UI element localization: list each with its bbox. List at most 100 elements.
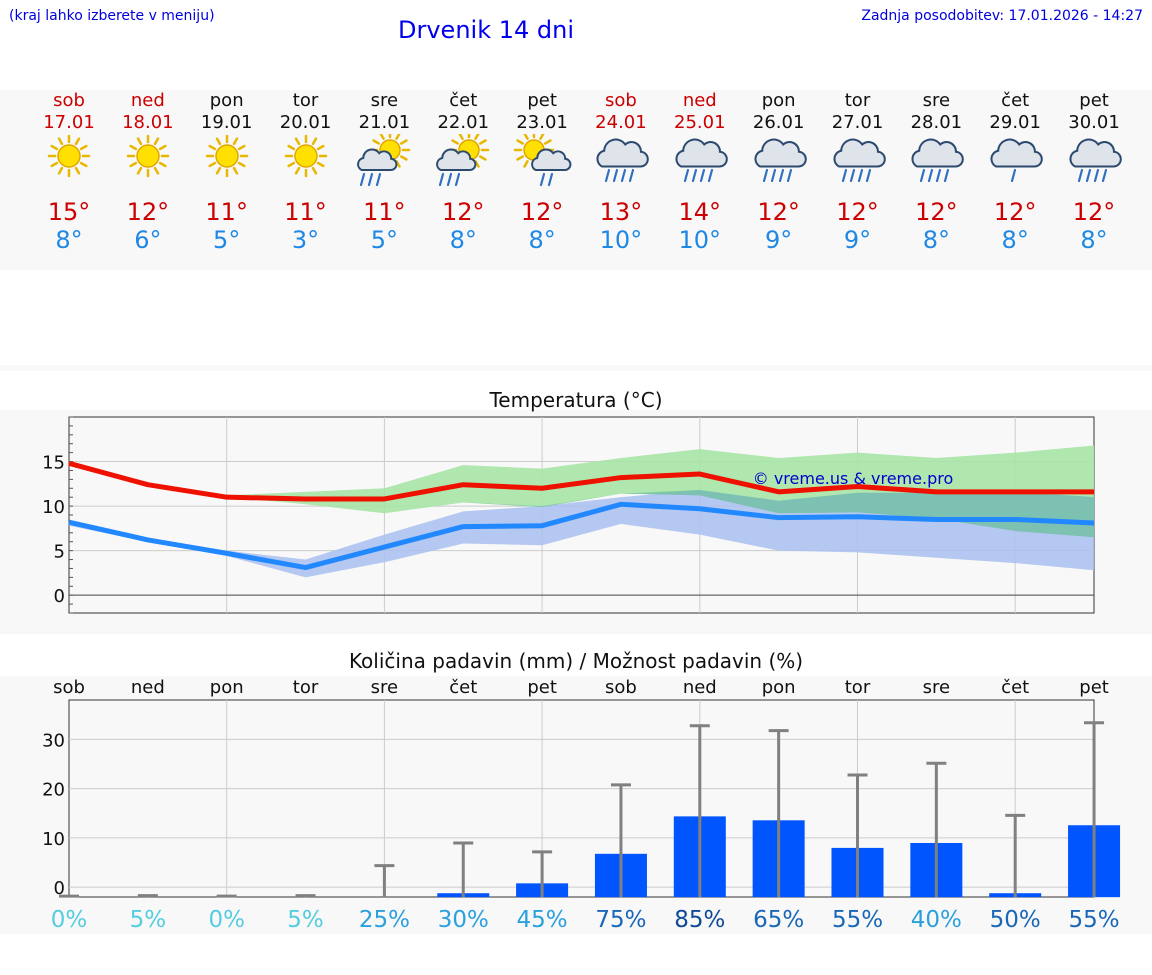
band-overlap (69, 465, 1095, 538)
x-category-label: pon (762, 677, 796, 698)
day-name: pon (209, 90, 244, 111)
day-date: 23.01 (516, 112, 568, 133)
day-date: 29.01 (989, 112, 1041, 133)
precipitation-probability: 55% (1068, 907, 1119, 933)
min-temperature: 5° (370, 226, 399, 254)
temperature-chart-title: Temperatura (°C) (489, 388, 663, 412)
precipitation-probability: 0% (51, 907, 88, 933)
max-temperature: 12° (520, 198, 564, 226)
precipitation-probability: 50% (990, 907, 1041, 933)
max-temperature: 12° (126, 198, 170, 226)
day-date: 22.01 (437, 112, 490, 133)
min-temperature: 10° (599, 226, 643, 254)
min-temperature: 5° (213, 226, 241, 254)
x-category-label: sre (371, 677, 398, 698)
rain-cloud-icon (596, 138, 649, 183)
max-temperature: 12° (441, 198, 485, 226)
sun-icon (126, 134, 170, 178)
day-name: pon (761, 90, 796, 111)
y-tick-label: 15 (42, 453, 65, 474)
y-tick-label: 10 (42, 497, 65, 518)
day-name: sre (922, 90, 951, 111)
day-date: 26.01 (752, 112, 805, 133)
precipitation-probability: 5% (130, 907, 167, 933)
precipitation-chart-title: Količina padavin (mm) / Možnost padavin … (348, 649, 804, 673)
max-temperature: 12° (836, 198, 879, 226)
x-category-label: pon (210, 677, 244, 698)
sun-cloud-rain-icon (436, 134, 490, 187)
max-temperature: 12° (993, 198, 1037, 226)
day-date: 21.01 (358, 112, 411, 133)
y-tick-label: 30 (42, 730, 65, 751)
max-temperature-range-band (69, 445, 1095, 538)
max-temperature-line (68, 460, 1095, 502)
day-date: 28.01 (910, 112, 963, 133)
sun-cloud-rain-icon (357, 134, 411, 187)
min-temperature: 9° (765, 226, 793, 254)
precipitation-probability: 85% (674, 907, 725, 933)
y-tick-label: 5 (54, 542, 65, 563)
x-category-label: čet (449, 677, 477, 698)
min-temperature: 9° (843, 226, 872, 254)
day-name: pet (527, 90, 557, 111)
precipitation-probability: 40% (911, 907, 962, 933)
min-temperature-line (68, 501, 1095, 571)
y-tick-label: 0 (54, 586, 65, 607)
day-name: sob (605, 90, 637, 111)
min-temperature: 8° (55, 226, 83, 254)
y-tick-label: 20 (42, 780, 65, 801)
min-temperature: 8° (528, 226, 556, 254)
min-temperature: 3° (291, 226, 320, 254)
max-temperature: 15° (47, 198, 91, 226)
x-category-label: ned (131, 677, 165, 698)
separator-band (0, 365, 1152, 371)
day-date: 20.01 (279, 112, 332, 133)
rain-cloud-icon (832, 138, 886, 183)
max-temperature: 11° (363, 198, 406, 226)
precipitation-probability: 5% (287, 907, 324, 933)
day-name: ned (130, 90, 165, 111)
precipitation-probability: 75% (595, 907, 646, 933)
y-tick-label: 0 (54, 878, 65, 899)
x-category-label: tor (293, 677, 319, 698)
max-temperature: 11° (205, 198, 248, 226)
min-temperature: 8° (449, 226, 477, 254)
day-date: 27.01 (831, 112, 884, 133)
day-name: sob (53, 90, 85, 111)
last-update: Zadnja posodobitev: 17.01.2026 - 14:27 (861, 8, 1143, 24)
day-date: 18.01 (122, 112, 174, 133)
rain-cloud-icon (1069, 138, 1122, 183)
max-temperature: 12° (757, 198, 800, 226)
region-note: (kraj lahko izberete v meniju) (9, 8, 215, 24)
day-date: 25.01 (674, 112, 726, 133)
sun-cloud-rain-right-icon (513, 134, 572, 187)
precipitation-probability: 25% (359, 907, 410, 933)
sun-icon (284, 134, 327, 178)
x-category-label: tor (845, 677, 871, 698)
day-name: pet (1079, 90, 1109, 111)
max-temperature: 12° (915, 198, 958, 226)
page-title: Drvenik 14 dni (398, 16, 575, 44)
min-temperature: 10° (678, 226, 722, 254)
x-category-label: ned (683, 677, 717, 698)
min-temperature: 8° (1080, 226, 1108, 254)
max-temperature: 13° (599, 198, 643, 226)
precipitation-probability: 0% (208, 907, 245, 933)
sun-icon (205, 134, 248, 178)
day-date: 30.01 (1068, 112, 1120, 133)
max-temperature: 14° (678, 198, 722, 226)
rain-cloud-light-icon (990, 138, 1043, 183)
day-date: 24.01 (595, 112, 647, 133)
rain-cloud-icon (911, 138, 965, 183)
x-category-label: pet (1079, 677, 1109, 698)
day-name: tor (292, 90, 319, 111)
x-category-label: sob (53, 677, 85, 698)
x-category-label: sre (923, 677, 950, 698)
day-name: tor (844, 90, 871, 111)
y-tick-label: 10 (42, 829, 65, 850)
precipitation-probability: 65% (753, 907, 804, 933)
min-temperature: 8° (922, 226, 950, 254)
max-temperature: 12° (1072, 198, 1116, 226)
day-name: čet (1001, 90, 1030, 111)
